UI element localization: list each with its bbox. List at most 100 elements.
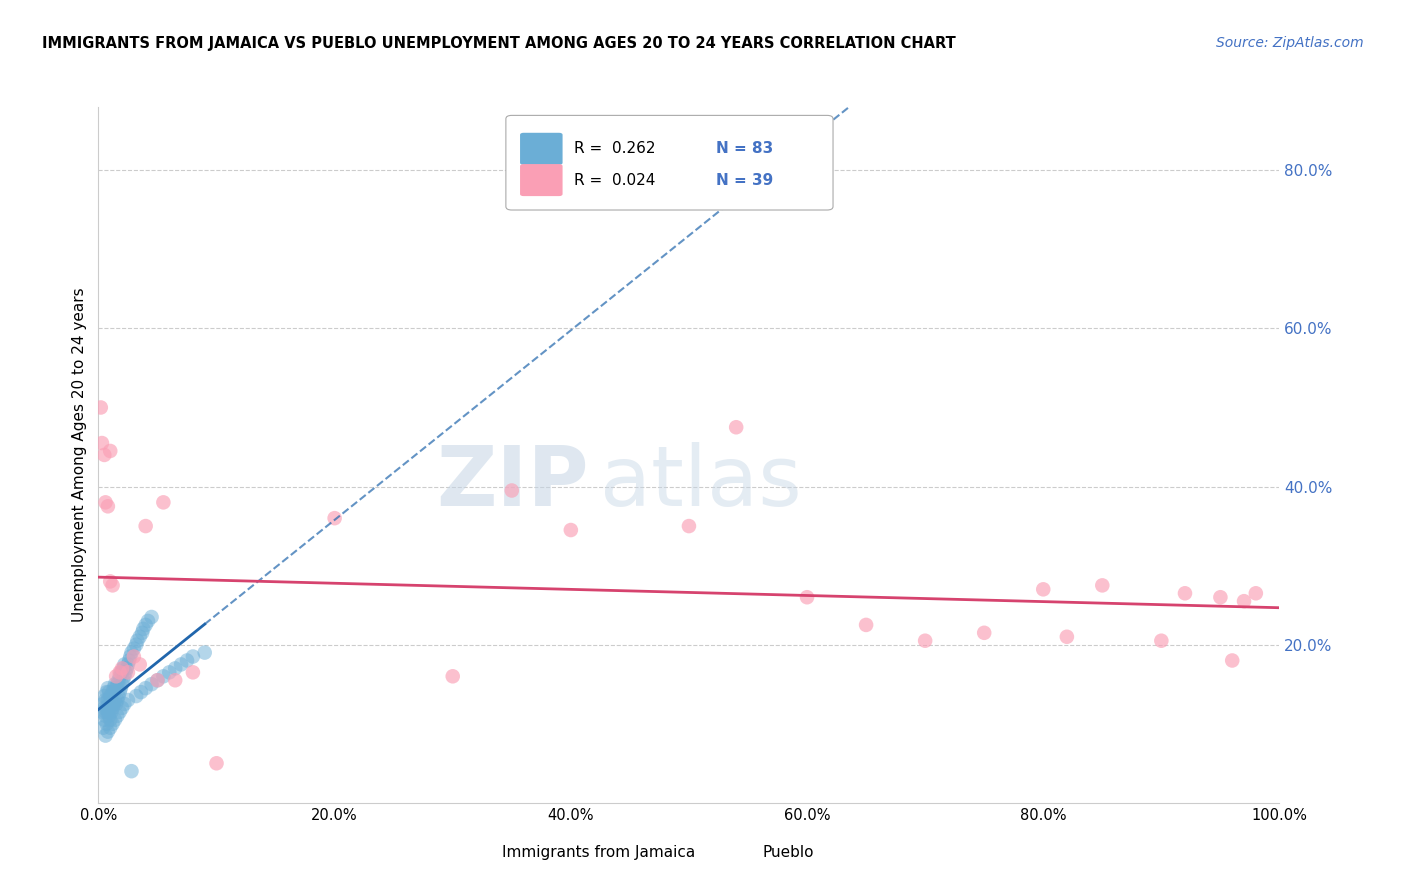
Point: [96, 716, 118, 731]
Point: [100, 693, 122, 707]
Point: [181, 665, 204, 680]
Point: [93, 713, 115, 727]
Point: [114, 665, 136, 680]
Point: [117, 693, 139, 707]
Point: [117, 657, 139, 672]
Point: [129, 685, 152, 699]
Point: [128, 630, 150, 644]
Point: [96, 701, 118, 715]
Point: [108, 665, 131, 680]
Point: [105, 693, 128, 707]
Text: N = 39: N = 39: [716, 172, 773, 187]
Text: IMMIGRANTS FROM JAMAICA VS PUEBLO UNEMPLOYMENT AMONG AGES 20 TO 24 YEARS CORRELA: IMMIGRANTS FROM JAMAICA VS PUEBLO UNEMPL…: [42, 36, 956, 51]
Point: [105, 681, 128, 695]
Point: [1056, 630, 1078, 644]
Point: [127, 633, 149, 648]
Point: [125, 689, 148, 703]
Point: [170, 657, 193, 672]
Point: [441, 669, 464, 683]
Point: [135, 618, 157, 632]
Point: [115, 661, 138, 675]
Point: [104, 693, 127, 707]
Point: [94, 729, 117, 743]
Point: [121, 764, 143, 779]
Point: [1032, 582, 1054, 597]
Point: [165, 673, 187, 688]
Point: [678, 519, 700, 533]
Point: [110, 665, 132, 680]
Point: [93, 448, 115, 462]
Point: [108, 705, 131, 719]
Point: [132, 622, 155, 636]
Point: [93, 701, 115, 715]
Point: [112, 697, 135, 711]
Point: [98, 685, 121, 699]
Point: [97, 693, 120, 707]
Point: [131, 625, 153, 640]
Point: [121, 646, 143, 660]
Point: [125, 638, 148, 652]
Point: [560, 523, 582, 537]
FancyBboxPatch shape: [458, 841, 494, 866]
Point: [141, 610, 163, 624]
Point: [91, 705, 114, 719]
Point: [973, 625, 995, 640]
Point: [1091, 578, 1114, 592]
Point: [120, 649, 142, 664]
Point: [855, 618, 877, 632]
Point: [108, 669, 131, 683]
Point: [128, 657, 150, 672]
Point: [152, 495, 174, 509]
Point: [146, 673, 169, 688]
Point: [97, 705, 120, 719]
Point: [111, 661, 134, 675]
Text: Immigrants from Jamaica: Immigrants from Jamaica: [502, 846, 696, 861]
Point: [152, 669, 174, 683]
Point: [98, 697, 121, 711]
FancyBboxPatch shape: [506, 115, 832, 210]
Text: atlas: atlas: [600, 442, 801, 524]
Point: [101, 578, 124, 592]
Point: [194, 646, 217, 660]
Point: [91, 436, 114, 450]
Point: [97, 681, 120, 695]
Point: [165, 661, 187, 675]
Point: [1209, 591, 1232, 605]
Point: [98, 708, 121, 723]
Point: [107, 689, 129, 703]
Point: [122, 641, 145, 656]
Point: [96, 685, 118, 699]
Point: [110, 681, 132, 695]
Point: [98, 713, 121, 727]
Point: [94, 708, 117, 723]
Point: [94, 705, 117, 719]
Point: [98, 701, 121, 715]
Point: [98, 574, 121, 589]
Point: [105, 708, 128, 723]
Point: [111, 701, 134, 715]
Point: [796, 591, 818, 605]
Point: [1220, 653, 1243, 667]
FancyBboxPatch shape: [718, 841, 754, 866]
Point: [176, 653, 198, 667]
Text: Pueblo: Pueblo: [762, 846, 814, 861]
Point: [105, 669, 128, 683]
Text: R =  0.262: R = 0.262: [575, 141, 655, 156]
Point: [118, 653, 141, 667]
Point: [105, 697, 128, 711]
Point: [122, 649, 145, 664]
Point: [914, 633, 936, 648]
Point: [725, 420, 748, 434]
Point: [111, 677, 134, 691]
Point: [112, 661, 135, 675]
Point: [97, 724, 120, 739]
Point: [101, 716, 124, 731]
Point: [104, 713, 127, 727]
Point: [103, 697, 125, 711]
Point: [501, 483, 523, 498]
Point: [94, 693, 117, 707]
Point: [146, 673, 169, 688]
Point: [91, 721, 114, 735]
Point: [112, 669, 135, 683]
Point: [136, 614, 159, 628]
